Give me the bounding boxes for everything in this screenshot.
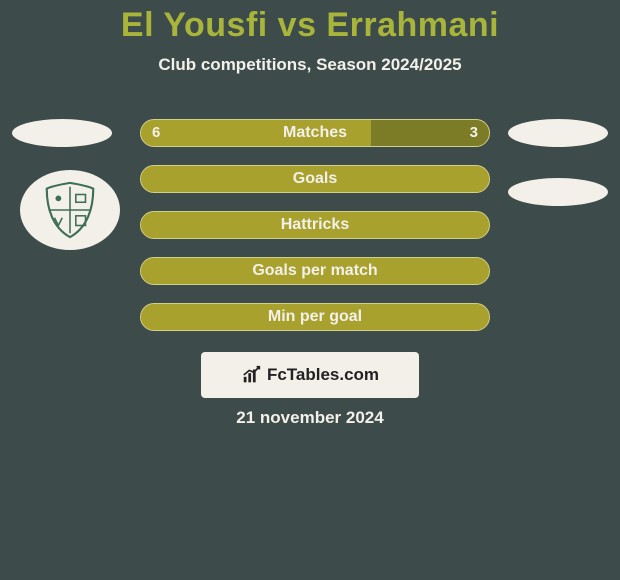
club-flag-right [508, 178, 608, 206]
player-flag-right [508, 119, 608, 147]
chart-icon [241, 364, 263, 386]
stat-bar [140, 165, 490, 193]
bar-segment-left [141, 212, 489, 238]
stat-bar [140, 303, 490, 331]
stat-row: Matches63 [0, 110, 620, 156]
stat-row: Min per goal [0, 294, 620, 340]
stat-value-left: 6 [152, 119, 160, 147]
stat-bar [140, 257, 490, 285]
player-flag-left [12, 119, 112, 147]
subtitle: Club competitions, Season 2024/2025 [0, 55, 620, 75]
generated-date: 21 november 2024 [0, 408, 620, 428]
bar-segment-left [141, 120, 371, 146]
stat-bar [140, 119, 490, 147]
stat-value-right: 3 [470, 119, 478, 147]
page-title: El Yousfi vs Errahmani [0, 0, 620, 45]
bar-segment-left [141, 166, 489, 192]
stat-bar [140, 211, 490, 239]
crest-icon [39, 179, 101, 241]
comparison-infographic: El Yousfi vs Errahmani Club competitions… [0, 0, 620, 580]
club-crest-left [20, 170, 120, 250]
brand-text: FcTables.com [267, 365, 379, 385]
stat-row: Goals per match [0, 248, 620, 294]
brand-footer: FcTables.com [201, 352, 419, 398]
bar-segment-left [141, 258, 489, 284]
bar-segment-left [141, 304, 489, 330]
